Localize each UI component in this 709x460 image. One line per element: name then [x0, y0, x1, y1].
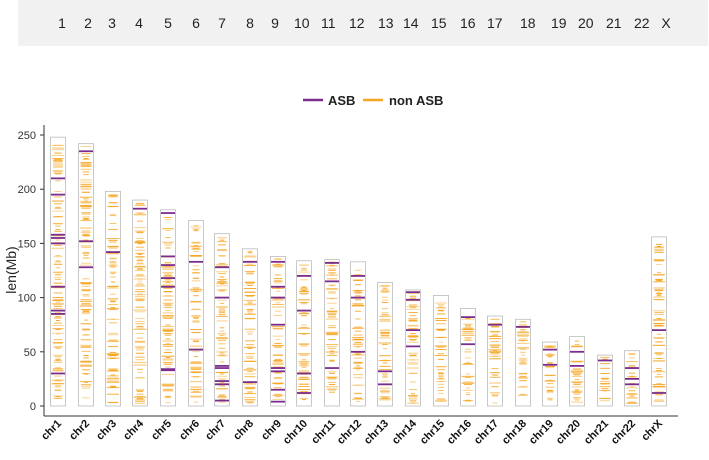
chromosome-chrX[interactable] — [651, 236, 667, 407]
chromosome-chr7[interactable] — [214, 233, 230, 407]
x-tick-label: chr1 — [39, 418, 64, 443]
x-tick-label: chrX — [639, 417, 665, 443]
chromosome-tab-8[interactable]: 8 — [246, 15, 254, 31]
chromosome-outline — [214, 233, 230, 407]
x-tick-label: chr16 — [445, 418, 474, 447]
y-tick-label: 0 — [30, 401, 36, 413]
y-tick-label: 150 — [18, 238, 36, 250]
chromosome-chr4[interactable] — [132, 199, 148, 407]
chromosome-tab-22[interactable]: 22 — [634, 15, 650, 31]
x-tick-label: chr15 — [418, 418, 447, 447]
x-tick-label: chr20 — [554, 418, 583, 447]
x-tick-label: chr2 — [67, 418, 92, 443]
chromosome-tab-19[interactable]: 19 — [551, 15, 567, 31]
chromosome-selector: 1 2 3 4 5 6 7 8 9 10 11 12 13 14 15 16 17 18 19 20 21 22 X — [18, 0, 708, 46]
chromosome-outline — [460, 308, 476, 407]
chromosome-tab-11[interactable]: 11 — [321, 15, 336, 31]
x-tick-label: chr19 — [527, 418, 556, 447]
chromosome-tab-6[interactable]: 6 — [192, 15, 200, 31]
chromosome-chr10[interactable] — [296, 260, 312, 407]
chromosome-tab-12[interactable]: 12 — [349, 15, 365, 31]
chromosome-outline — [542, 341, 558, 407]
y-tick-label: 200 — [18, 184, 36, 196]
chromosome-chr15[interactable] — [433, 295, 449, 407]
chromosome-chr8[interactable] — [242, 248, 258, 407]
chromosome-chr22[interactable] — [624, 350, 640, 407]
chromosome-tab-2[interactable]: 2 — [84, 15, 92, 31]
chromosome-tab-3[interactable]: 3 — [108, 15, 116, 31]
chromosome-chr20[interactable] — [569, 336, 585, 407]
chromosome-chr2[interactable] — [78, 143, 94, 407]
chromosome-chr11[interactable] — [324, 259, 340, 407]
x-axis: chr1 chr2 chr3 chr4 chr5 chr6 chr7 chr8 chr9chr1… — [39, 415, 678, 447]
x-tick-label: chr12 — [335, 418, 364, 447]
chromosome-chr21[interactable] — [597, 354, 613, 407]
x-tick-label: chr3 — [94, 418, 119, 443]
chromosome-outline — [132, 199, 148, 407]
chromosome-chr19[interactable] — [542, 341, 558, 407]
chromosome-chr14[interactable] — [405, 289, 421, 407]
chromosome-tab-20[interactable]: 20 — [578, 15, 594, 31]
y-tick-label: 250 — [18, 130, 36, 142]
chromosome-tab-13[interactable]: 13 — [378, 15, 394, 31]
x-tick-label: chr18 — [500, 418, 529, 447]
chromosome-chr5[interactable] — [160, 209, 176, 407]
chromosome-outline — [78, 143, 94, 407]
chromosome-outline — [350, 261, 366, 407]
chromosome-chr1[interactable] — [50, 136, 66, 407]
chromosome-outline — [433, 295, 449, 407]
chromosome-outline — [597, 354, 613, 407]
legend-non-asb-label: non ASB — [389, 93, 443, 108]
chromosome-tab-1[interactable]: 1 — [58, 15, 66, 31]
chromosome-tab-10[interactable]: 10 — [294, 15, 310, 31]
chromosome-tab-14[interactable]: 14 — [403, 15, 419, 31]
chromosome-chr3[interactable] — [105, 190, 121, 407]
x-tick-label: chr17 — [472, 418, 501, 447]
chromosome-outline — [188, 220, 204, 407]
chromosome-tab-15[interactable]: 15 — [431, 15, 447, 31]
chromosome-tab-16[interactable]: 16 — [460, 15, 476, 31]
x-tick-label: chr14 — [390, 417, 420, 447]
chromosome-outline — [50, 136, 66, 407]
x-tick-label: chr5 — [149, 418, 174, 443]
x-tick-label: chr11 — [309, 418, 338, 447]
legend: ASB non ASB — [303, 93, 443, 108]
chromosome-chr16[interactable] — [460, 308, 476, 407]
legend-asb-label: ASB — [328, 93, 355, 108]
x-tick-label: chr21 — [582, 418, 611, 447]
y-tick-label: 100 — [18, 293, 36, 305]
chromosome-outline — [651, 236, 667, 407]
x-tick-label: chr8 — [231, 418, 256, 443]
x-tick-label: chr6 — [177, 418, 202, 443]
chromosome-tab-4[interactable]: 4 — [135, 15, 143, 31]
y-axis-title: len(Mb) — [3, 246, 19, 293]
y-tick-label: 50 — [24, 347, 36, 359]
chromosome-chr9[interactable] — [270, 256, 286, 407]
chromosome-chr6[interactable] — [188, 220, 204, 407]
chromosome-tab-5[interactable]: 5 — [164, 15, 172, 31]
chromosome-tab-18[interactable]: 18 — [520, 15, 536, 31]
chromosome-chr17[interactable] — [487, 315, 503, 407]
chromosome-tab-9[interactable]: 9 — [271, 15, 279, 31]
chromosome-tab-17[interactable]: 17 — [487, 15, 503, 31]
chromosome-chr12[interactable] — [350, 261, 366, 407]
chromosome-bars — [50, 136, 667, 407]
chromosome-chr13[interactable] — [377, 282, 393, 407]
x-tick-label: chr10 — [281, 418, 310, 447]
x-tick-label: chr22 — [609, 418, 638, 447]
chromosome-tab-7[interactable]: 7 — [218, 15, 226, 31]
x-tick-label: chr13 — [362, 418, 391, 447]
x-tick-label: chr7 — [203, 418, 228, 443]
x-tick-label: chr4 — [121, 417, 147, 443]
y-axis: 0 50 100 150 200 250 len(Mb) — [3, 125, 45, 416]
chromosome-chr18[interactable] — [515, 318, 531, 407]
chromosome-tab-21[interactable]: 21 — [606, 15, 622, 31]
chromosome-tab-X[interactable]: X — [661, 15, 671, 31]
